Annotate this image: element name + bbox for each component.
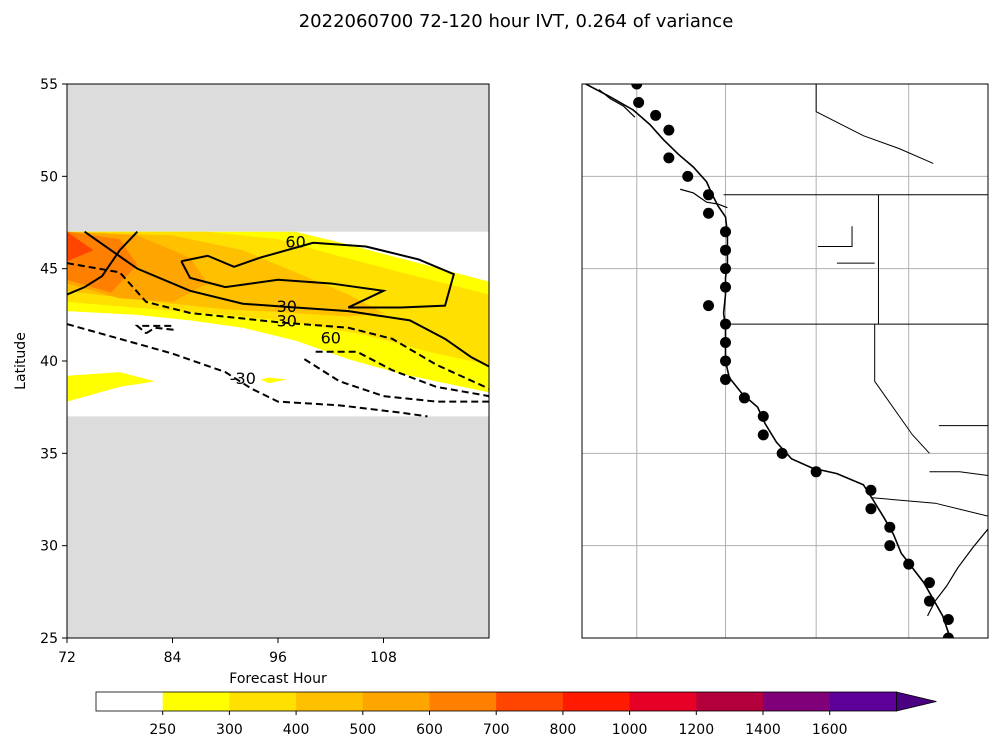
colorbar: 250 300 400 500 600 700 800 1000 1200 1400 1600 <box>95 691 937 738</box>
station-point <box>884 540 896 552</box>
station-point <box>703 207 715 219</box>
colorbar-tick-label: 1400 <box>745 722 781 738</box>
station-point <box>865 503 877 515</box>
station-point <box>942 614 954 626</box>
station-point <box>884 521 896 533</box>
border-line <box>815 84 934 164</box>
station-point <box>663 124 675 136</box>
island-outline <box>598 89 636 118</box>
station-point <box>757 429 769 441</box>
colorbar-tick-label: 300 <box>216 722 243 738</box>
colorbar-tick-label: 400 <box>283 722 310 738</box>
station-point <box>663 152 675 164</box>
y-tick-label: 45 <box>40 262 58 278</box>
colorbar-segment <box>829 692 897 711</box>
y-tick-label: 55 <box>40 77 58 93</box>
colorbar-segment <box>96 692 164 711</box>
station-point <box>923 577 935 589</box>
station-point <box>682 170 694 182</box>
station-point <box>650 109 662 121</box>
x-tick-label: 96 <box>269 650 287 666</box>
contour-label: 30 <box>277 312 297 331</box>
border-line <box>929 471 988 476</box>
ivt-fill-700-800 <box>67 231 94 262</box>
colorbar-tick-label: 700 <box>483 722 510 738</box>
contour-line-60 <box>180 241 456 309</box>
station-point <box>633 96 645 108</box>
station-point <box>720 244 732 256</box>
station-point <box>720 226 732 238</box>
colorbar-segment <box>562 692 631 711</box>
border-line <box>874 324 930 454</box>
y-tick-label: 30 <box>40 539 58 555</box>
station-point <box>738 392 750 404</box>
map-frame <box>581 83 989 639</box>
station-point <box>703 189 715 201</box>
contour-label: 60 <box>285 232 305 251</box>
map-background <box>582 84 988 638</box>
border-line <box>870 497 988 517</box>
y-tick-label: 35 <box>40 446 58 462</box>
station-point <box>720 318 732 330</box>
colorbar-segment <box>763 692 831 711</box>
x-tick-label: 108 <box>370 650 397 666</box>
border-line <box>818 226 853 248</box>
colorbar-segment <box>496 692 564 711</box>
station-point <box>720 337 732 349</box>
x-tick-label: 72 <box>58 650 76 666</box>
colorbar-segment <box>696 692 764 711</box>
colorbar-segment <box>629 692 697 711</box>
colorbar-tick-label: 1000 <box>612 722 648 738</box>
colorbar-extend-arrow <box>896 691 937 712</box>
colorbar-tick-label: 1200 <box>678 722 714 738</box>
station-point <box>923 595 935 607</box>
ivt-fill-250-300 <box>260 377 287 384</box>
contour-line--30 <box>67 262 489 390</box>
x-tick-label: 84 <box>164 650 182 666</box>
contour-line--60 <box>134 324 174 335</box>
contour-line--60 <box>303 350 489 403</box>
map-panel <box>581 83 989 639</box>
y-tick-label: 50 <box>40 169 58 185</box>
x-axis-label: Forecast Hour <box>229 671 327 687</box>
station-point <box>942 632 954 638</box>
colorbar-segment <box>429 692 497 711</box>
station-point <box>703 300 715 312</box>
y-axis-label: Latitude <box>13 332 29 390</box>
station-point <box>631 84 643 90</box>
station-point <box>720 373 732 385</box>
colorbar-tick-label: 500 <box>349 722 376 738</box>
colorbar-segment <box>296 692 364 711</box>
colorbar-tick-label: 800 <box>550 722 577 738</box>
station-point <box>757 410 769 422</box>
station-point <box>903 558 915 570</box>
contour-line-30 <box>67 231 139 296</box>
colorbar-tick-label: 1600 <box>812 722 848 738</box>
contour-label: 60 <box>321 328 341 347</box>
contour-label: 30 <box>277 297 297 316</box>
colorbar-segment <box>229 692 297 711</box>
station-point <box>810 466 822 478</box>
y-tick-label: 25 <box>40 631 58 647</box>
station-point <box>720 281 732 293</box>
station-point <box>776 447 788 459</box>
island-outline <box>680 188 728 209</box>
colorbar-tick-label: 600 <box>416 722 443 738</box>
figure-title: 2022060700 72-120 hour IVT, 0.264 of var… <box>299 11 734 32</box>
colorbar-segment <box>362 692 430 711</box>
contour-line-60 <box>84 230 489 368</box>
colorbar-segment <box>162 692 230 711</box>
station-point <box>865 484 877 496</box>
station-point <box>720 355 732 367</box>
station-point <box>720 263 732 275</box>
ivt-fill-250-300 <box>67 372 155 402</box>
contour-label: -30 <box>230 369 256 388</box>
y-tick-label: 40 <box>40 354 58 370</box>
colorbar-tick-label: 250 <box>149 722 176 738</box>
